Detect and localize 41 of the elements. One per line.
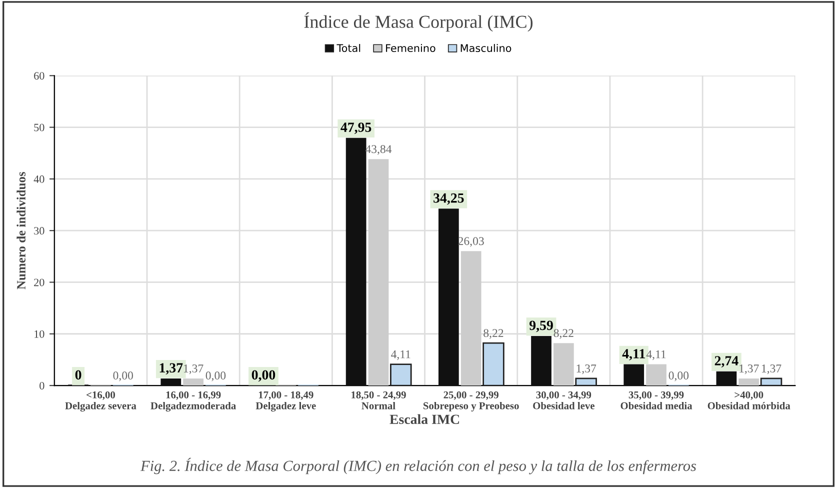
data-label: 9,59: [529, 320, 553, 332]
data-label: 1,37: [160, 363, 183, 375]
caption: Fig. 2. Índice de Masa Corporal (IMC) en relación con el peso y la talla de los enfermeros: [140, 458, 696, 474]
data-label: 2,74: [714, 356, 738, 368]
y-tick-label: 0: [40, 382, 44, 390]
x-tick-label: >40,00 Obesidad mórbida: [708, 391, 790, 410]
data-label: 4,11: [646, 350, 666, 360]
legend-label: Femenino: [386, 44, 436, 52]
x-tick-label: 35,00 - 39,99 Obesidad media: [620, 391, 692, 410]
data-label: 1,37: [184, 364, 204, 374]
chart-title: Índice de Masa Corporal (IMC): [304, 12, 533, 32]
x-tick-label: 16,00 - 16,99 Delgadezmoderada: [150, 391, 236, 412]
x-tick-label: 18,50 - 24,99 Normal: [352, 391, 406, 410]
data-label: 0: [75, 370, 82, 380]
data-label: 8,22: [484, 329, 504, 339]
data-label: 0,00: [252, 370, 276, 382]
y-tick-label: 30: [34, 227, 44, 235]
y-tick-label: 10: [34, 330, 44, 338]
y-axis-title: Numero de individuos: [16, 172, 26, 290]
data-label: 34,25: [434, 193, 464, 205]
data-label: 1,37: [762, 364, 782, 374]
data-label: 1,37: [576, 364, 596, 374]
legend-label: Total: [336, 44, 360, 52]
data-label: 4,11: [622, 349, 645, 360]
x-tick-label: 30,00 - 34,99 Obesidad leve: [533, 391, 595, 410]
x-tick-label: <16,00 Delgadez severa: [65, 391, 136, 412]
x-axis-title: Escala IMC: [390, 414, 460, 424]
legend-label: Masculino: [460, 44, 512, 52]
y-tick-label: 20: [34, 278, 44, 286]
y-tick-label: 40: [34, 175, 44, 183]
y-tick-label: 60: [34, 72, 44, 80]
data-label: 8,22: [554, 329, 574, 339]
data-label: 0,00: [206, 372, 226, 382]
data-label: 0,00: [113, 372, 133, 382]
data-label: 0,00: [668, 372, 689, 382]
data-label: 47,95: [340, 122, 372, 134]
x-tick-label: 17,00 - 18,49 Delgadez leve: [256, 391, 316, 412]
x-tick-label: 25,00 - 29,99 Sobrepeso y Preobeso: [423, 391, 519, 412]
data-label: 1,37: [740, 364, 759, 374]
y-tick-label: 50: [34, 124, 44, 132]
data-label: 4,11: [391, 350, 410, 360]
